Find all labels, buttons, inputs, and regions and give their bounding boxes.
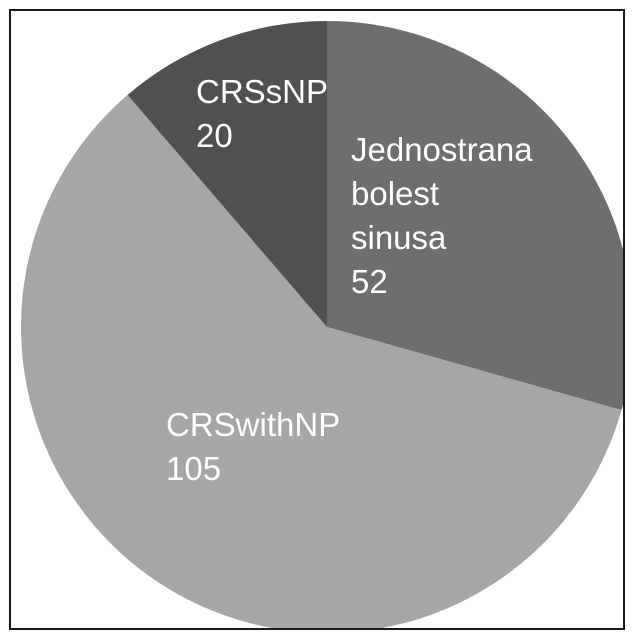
slice-value-label: 105	[166, 450, 221, 487]
slice-name-label: sinusa	[351, 219, 447, 256]
slice-name-label: CRSwithNP	[166, 406, 340, 443]
chart-frame: Jednostrana bolest sinusa 52 CRSwithNP 105 CRS…	[9, 9, 625, 630]
slice-name-label: CRSsNP	[196, 73, 328, 110]
slice-name-label: Jednostrana	[351, 131, 533, 168]
slice-value-label: 52	[351, 263, 388, 300]
pie-slice-0	[327, 21, 623, 411]
slice-value-label: 20	[196, 117, 233, 154]
pie-slice-1	[21, 94, 622, 628]
pie-chart: Jednostrana bolest sinusa 52 CRSwithNP 105 CRS…	[21, 21, 623, 628]
slice-name-label: bolest	[351, 175, 439, 212]
pie-slice-2	[127, 21, 327, 327]
